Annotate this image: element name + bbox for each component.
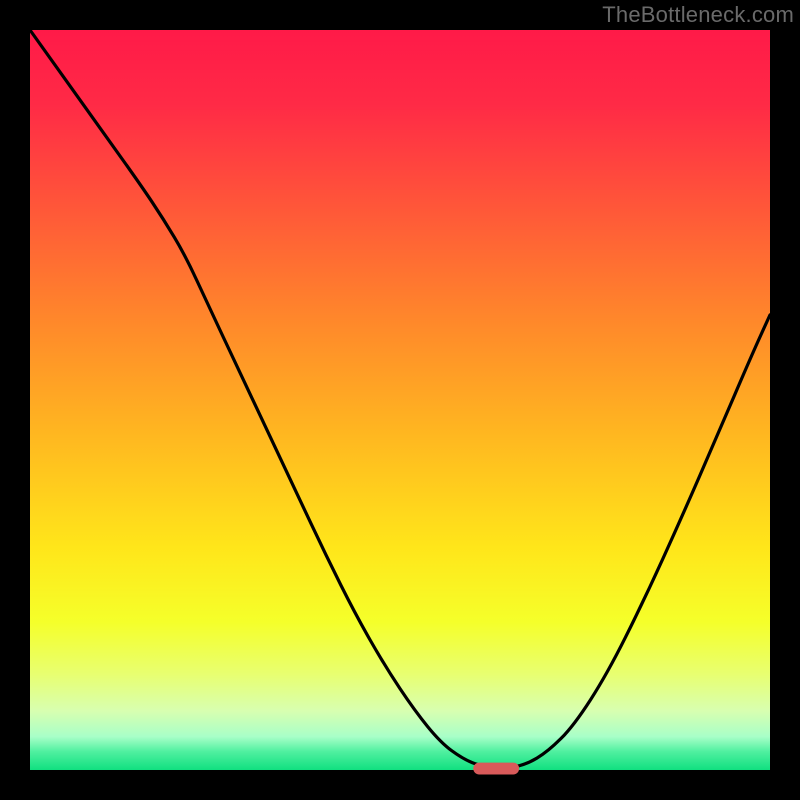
bottleneck-chart: [0, 0, 800, 800]
watermark-text: TheBottleneck.com: [602, 2, 794, 28]
plot-area: [30, 30, 770, 770]
valley-marker: [473, 763, 519, 775]
